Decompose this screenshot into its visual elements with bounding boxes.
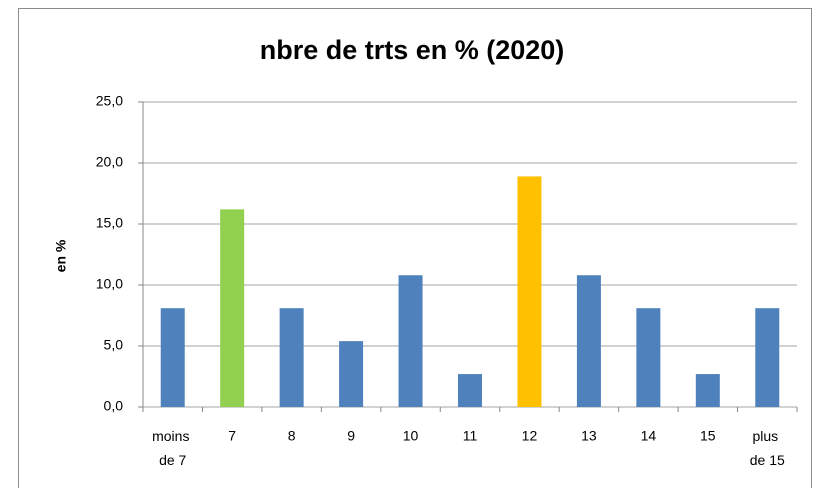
x-tick-label: 9 xyxy=(347,428,355,444)
bar xyxy=(279,308,304,407)
chart-frame xyxy=(18,8,812,488)
y-tick-label: 15,0 xyxy=(96,215,123,231)
x-tick-label: plus de 15 xyxy=(750,428,785,468)
x-tick-label: 7 xyxy=(228,428,236,444)
x-tick-label: 13 xyxy=(581,428,597,444)
y-tick-label: 0,0 xyxy=(104,398,124,414)
bar xyxy=(517,176,542,407)
y-tick-label: 10,0 xyxy=(96,276,123,292)
x-tick-label: 10 xyxy=(403,428,419,444)
x-tick-label-line: moins xyxy=(152,428,193,444)
bar xyxy=(398,275,423,407)
x-tick-label-line: de 15 xyxy=(750,452,785,468)
x-tick-label: 8 xyxy=(288,428,296,444)
bar xyxy=(339,341,364,407)
bar xyxy=(695,374,720,407)
x-tick-label: 11 xyxy=(463,428,478,444)
bar xyxy=(458,374,482,407)
y-axis-label: en % xyxy=(53,239,69,272)
bar xyxy=(636,308,661,407)
chart-title: nbre de trts en % (2020) xyxy=(260,35,565,65)
y-tick-label: 5,0 xyxy=(104,337,124,353)
x-tick-label: moins de 7 xyxy=(152,428,193,468)
bar xyxy=(755,308,780,407)
bar xyxy=(160,308,185,407)
y-tick-label: 20,0 xyxy=(96,154,123,170)
x-tick-label: 12 xyxy=(522,428,538,444)
x-tick-label-line: de 7 xyxy=(159,452,186,468)
x-tick-label-line: plus xyxy=(752,428,782,444)
x-tick-label: 15 xyxy=(700,428,716,444)
y-tick-label: 25,0 xyxy=(96,93,123,109)
bar xyxy=(576,275,601,407)
bar xyxy=(220,209,245,407)
x-tick-label: 14 xyxy=(641,428,657,444)
